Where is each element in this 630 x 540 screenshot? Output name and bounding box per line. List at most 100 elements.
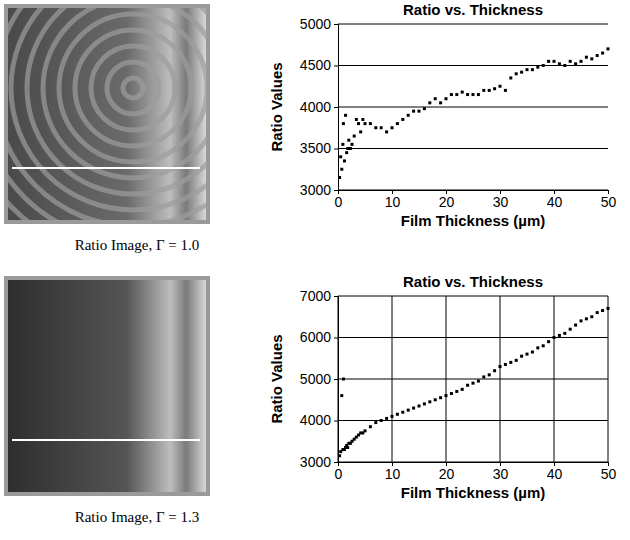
point [418,110,421,113]
y-tick-label: 5000 [300,371,331,387]
panel: Ratio Image, Γ = 1.001020304050300035004… [0,0,616,274]
y-axis-line [334,297,339,463]
x-tick: 20 [439,462,455,482]
grid-line-x [500,296,501,462]
image-body [8,280,206,492]
point [488,89,491,92]
point [520,355,523,358]
point [412,407,415,410]
point [563,64,566,67]
point [607,47,610,50]
y-axis: 30004000500060007000 [300,288,339,470]
point [477,380,480,383]
point [380,126,383,129]
point [601,52,604,55]
point [450,392,453,395]
y-tick-mark [334,296,338,297]
x-tick: 10 [385,190,401,210]
point [434,398,437,401]
x-tick: 30 [493,190,509,210]
x-tick: 40 [547,462,563,482]
point [493,369,496,372]
x-tick: 20 [439,190,455,210]
point [547,60,550,63]
y-tick-label: 4000 [300,412,331,428]
grid [338,24,608,190]
x-tick-label: 0 [335,194,343,210]
chart-title: Ratio vs. Thickness [403,1,543,18]
y-tick-mark [334,421,338,422]
point [488,373,491,376]
x-axis: 01020304050 [335,462,617,482]
x-tick-label: 30 [493,194,509,210]
point [472,382,475,385]
caption: Ratio Image, Γ = 1.3 [75,509,200,525]
y-tick-label: 3000 [300,454,331,470]
image-ring [43,8,206,178]
point [374,126,377,129]
point [355,118,358,121]
point [607,307,610,310]
point [347,139,350,142]
point [590,315,593,318]
x-tick-label: 30 [493,466,509,482]
point [351,143,354,146]
y-tick-label: 3500 [300,140,331,156]
point [585,317,588,320]
y-tick-label: 3000 [300,182,331,198]
point [569,60,572,63]
y-tick-mark [334,24,338,25]
point [396,122,399,125]
image-ring [8,8,206,220]
point [361,118,364,121]
point [499,365,502,368]
point [353,135,356,138]
image-ring [8,8,206,220]
y-tick: 6000 [300,329,338,345]
grid-line-x [392,296,393,462]
point [412,110,415,113]
image-ring [123,78,143,98]
point [542,64,545,67]
point [439,101,442,104]
y-tick-mark [334,379,338,380]
point [553,336,556,339]
point [569,328,572,331]
figure: Ratio Image, Γ = 1.001020304050300035004… [0,0,630,540]
x-tick: 30 [493,462,509,482]
point [526,68,529,71]
point [509,361,512,364]
point [482,375,485,378]
image-rings [8,8,206,220]
x-axis: 01020304050 [335,190,617,210]
x-axis-line [339,463,609,467]
point [345,151,348,154]
point [428,400,431,403]
point [341,143,344,146]
point [396,413,399,416]
y-tick: 4000 [300,99,338,115]
point [558,334,561,337]
y-tick: 5000 [300,371,338,387]
grid-line-y [338,379,608,380]
chart-title: Ratio vs. Thickness [403,273,543,290]
point [504,363,507,366]
point [580,60,583,63]
x-axis-title: Film Thickness (µm) [401,212,546,229]
y-tick: 3000 [300,182,338,198]
ratio-image [0,0,319,274]
x-tick-label: 0 [335,466,343,482]
grid-line-y [338,148,608,149]
point [515,359,518,362]
y-tick-mark [334,190,338,191]
y-tick-label: 4500 [300,57,331,73]
y-tick: 3500 [300,140,338,156]
point [346,446,349,449]
point [536,346,539,349]
grid-line-x [446,296,447,462]
image-ring [75,30,191,146]
x-tick-label: 20 [439,194,455,210]
point [542,344,545,347]
point [357,122,360,125]
x-tick: 10 [385,462,401,482]
